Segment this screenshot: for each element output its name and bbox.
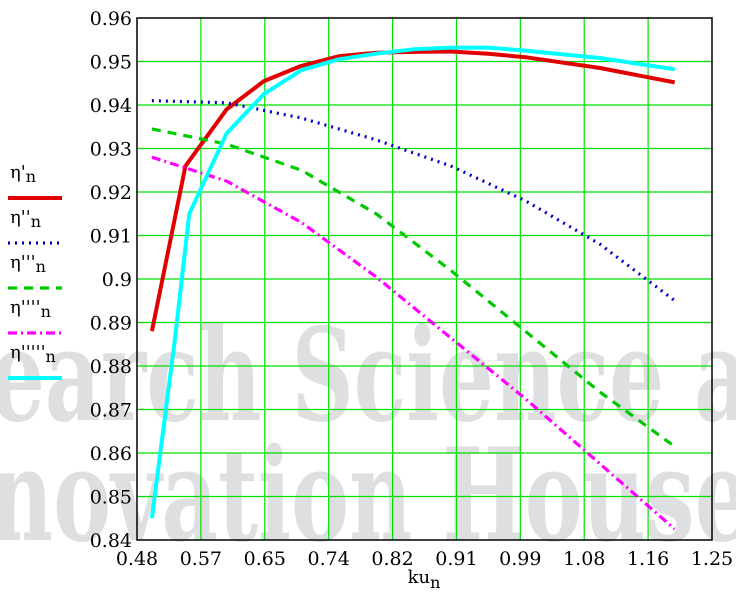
x-tick-label: 0.57 <box>180 548 222 570</box>
legend-label-1: η'n <box>10 162 36 186</box>
x-axis-title: kun <box>408 567 441 592</box>
x-tick-label: 1.25 <box>691 548 733 570</box>
grid <box>137 18 712 540</box>
plot-border <box>136 17 713 541</box>
x-tick-label: 1.08 <box>563 548 605 570</box>
y-tick-label: 0.84 <box>90 530 132 552</box>
watermark-text-line-1: earch Science a <box>0 301 736 451</box>
x-tick-label: 0.82 <box>371 548 413 570</box>
series-line-4 <box>151 155 676 531</box>
y-tick-label: 0.89 <box>90 313 132 335</box>
series-line-1 <box>149 49 676 332</box>
x-tick-label: 0.99 <box>499 548 541 570</box>
x-tick-label: 0.74 <box>308 548 350 570</box>
y-tick-label: 0.95 <box>90 52 132 74</box>
y-tick-label: 0.88 <box>90 356 132 378</box>
x-tick-label: 0.91 <box>435 548 477 570</box>
series-line-3 <box>151 127 676 448</box>
series-lines <box>149 45 676 531</box>
y-tick-label: 0.96 <box>90 8 132 30</box>
legend-label-3: η'''n <box>10 252 46 276</box>
plot-frame <box>136 17 713 541</box>
legend-label-5: η'''''n <box>10 342 56 366</box>
y-tick-label: 0.9 <box>102 269 132 291</box>
x-axis-label: kun <box>408 567 441 592</box>
x-tick-label: 1.16 <box>627 548 669 570</box>
y-tick-label: 0.91 <box>90 226 132 248</box>
axis-tick-labels: 0.84 0.85 0.86 0.87 0.88 0.89 0.9 0.91 0.92 0.93 0… <box>90 8 733 570</box>
y-tick-label: 0.92 <box>90 182 132 204</box>
legend: η'n η''n η'''n η''''n η'''''n <box>8 162 62 380</box>
y-tick-label: 0.87 <box>90 400 132 422</box>
x-tick-label: 0.65 <box>244 548 286 570</box>
y-tick-label: 0.86 <box>90 443 132 465</box>
series-line-2 <box>151 99 676 302</box>
legend-label-2: η''n <box>10 207 41 231</box>
y-tick-label: 0.94 <box>90 95 132 117</box>
y-tick-label: 0.85 <box>90 487 132 509</box>
x-tick-label: 0.48 <box>116 548 158 570</box>
y-tick-label: 0.93 <box>90 139 132 161</box>
series-line-5 <box>149 45 675 519</box>
legend-label-4: η''''n <box>10 297 51 321</box>
